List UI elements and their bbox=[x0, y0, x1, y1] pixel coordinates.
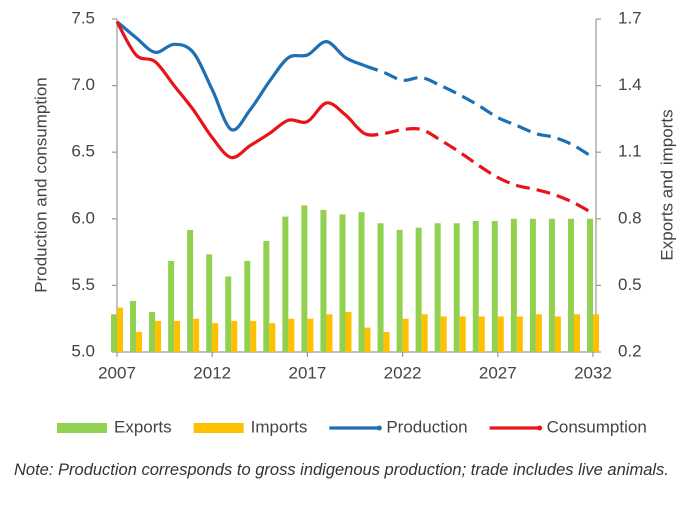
legend-swatch bbox=[376, 425, 382, 431]
x-tick-label: 2017 bbox=[288, 363, 326, 382]
y-tick-label: 6.0 bbox=[71, 208, 95, 227]
bar bbox=[529, 218, 536, 352]
bar bbox=[554, 316, 561, 352]
legend-label: Exports bbox=[114, 417, 172, 436]
bar bbox=[402, 318, 409, 352]
x-tick-label: 2022 bbox=[384, 363, 422, 382]
bar bbox=[269, 323, 276, 352]
bar bbox=[459, 316, 466, 352]
bar bbox=[510, 218, 517, 352]
y2-tick-label: 1.7 bbox=[618, 8, 642, 27]
bar bbox=[421, 314, 428, 352]
bar bbox=[149, 312, 156, 352]
bar bbox=[288, 318, 295, 352]
bar bbox=[472, 221, 479, 352]
x-tick-label: 2012 bbox=[193, 363, 231, 382]
bar bbox=[282, 216, 289, 352]
y2-tick-label: 1.4 bbox=[618, 75, 642, 94]
bar bbox=[573, 314, 580, 352]
bar bbox=[174, 320, 181, 352]
y2-tick-label: 0.8 bbox=[618, 208, 642, 227]
note: Note: Production corresponds to gross in… bbox=[14, 461, 669, 479]
line-series bbox=[115, 20, 366, 160]
bar bbox=[478, 316, 485, 352]
bar bbox=[307, 318, 314, 352]
bar bbox=[168, 260, 175, 352]
bar bbox=[117, 307, 123, 352]
bar bbox=[497, 316, 504, 352]
bar bbox=[364, 327, 371, 352]
bar bbox=[155, 320, 162, 352]
bar bbox=[326, 314, 333, 352]
bar bbox=[516, 316, 523, 352]
legend-swatch bbox=[537, 425, 543, 431]
legend-label: Imports bbox=[251, 417, 308, 436]
y-tick-label: 6.5 bbox=[71, 142, 95, 161]
bar bbox=[358, 212, 365, 352]
y-tick-label: 5.0 bbox=[71, 341, 95, 360]
bar bbox=[345, 312, 352, 352]
bar bbox=[415, 227, 422, 352]
bar bbox=[301, 205, 308, 352]
y-tick-label: 7.5 bbox=[71, 8, 95, 27]
bar bbox=[244, 260, 251, 352]
bar bbox=[567, 218, 574, 352]
legend-swatch bbox=[57, 423, 107, 433]
line-series bbox=[115, 20, 366, 132]
y-axis-title: Production and consumption bbox=[31, 77, 50, 292]
bar bbox=[225, 276, 232, 352]
bar bbox=[130, 300, 137, 352]
bar bbox=[453, 223, 460, 352]
bar bbox=[111, 314, 117, 352]
x-tick-label: 2007 bbox=[98, 363, 136, 382]
legend-label: Consumption bbox=[547, 417, 647, 436]
x-tick-label: 2032 bbox=[574, 363, 612, 382]
legend-label: Production bbox=[386, 417, 467, 436]
bar bbox=[187, 229, 194, 352]
bar bbox=[136, 332, 143, 352]
line-series bbox=[363, 127, 594, 215]
bar bbox=[587, 218, 593, 352]
y2-axis-title: Exports and imports bbox=[657, 109, 676, 260]
line-series bbox=[363, 64, 594, 159]
y2-tick-label: 1.1 bbox=[618, 142, 642, 161]
bar bbox=[250, 320, 257, 352]
bar bbox=[440, 316, 447, 352]
bar bbox=[491, 221, 498, 352]
legend-swatch bbox=[193, 423, 244, 433]
bar bbox=[535, 314, 542, 352]
bar bbox=[548, 218, 555, 352]
bar bbox=[593, 314, 599, 352]
y-tick-label: 5.5 bbox=[71, 275, 95, 294]
bar bbox=[383, 332, 390, 352]
bar bbox=[231, 320, 238, 352]
bar bbox=[434, 223, 441, 352]
bar bbox=[212, 323, 219, 352]
bar bbox=[377, 223, 384, 352]
bar bbox=[320, 209, 327, 352]
y2-tick-label: 0.2 bbox=[618, 341, 642, 360]
y-tick-label: 7.0 bbox=[71, 75, 95, 94]
bar bbox=[263, 241, 270, 352]
y2-tick-label: 0.5 bbox=[618, 275, 642, 294]
chart: Production and consumption Exports and i… bbox=[31, 8, 676, 436]
bar bbox=[193, 318, 200, 352]
bar bbox=[396, 229, 403, 352]
bar bbox=[206, 254, 213, 352]
bar bbox=[339, 214, 346, 352]
x-tick-label: 2027 bbox=[479, 363, 517, 382]
